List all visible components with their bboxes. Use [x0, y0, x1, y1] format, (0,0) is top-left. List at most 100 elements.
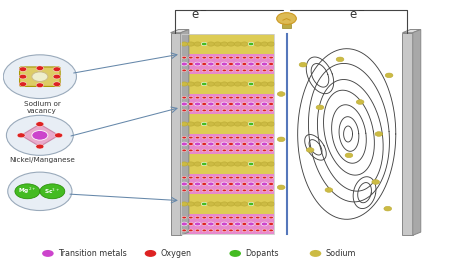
Bar — [171, 33, 181, 235]
Circle shape — [248, 62, 254, 66]
Circle shape — [277, 137, 285, 142]
Circle shape — [222, 136, 226, 139]
Circle shape — [221, 122, 228, 126]
Circle shape — [194, 202, 201, 206]
Circle shape — [242, 229, 247, 232]
Circle shape — [189, 96, 193, 99]
Circle shape — [229, 149, 233, 152]
Circle shape — [234, 162, 241, 166]
Text: Nickel/Manganese: Nickel/Manganese — [9, 158, 75, 163]
Circle shape — [269, 143, 274, 146]
Circle shape — [256, 189, 260, 192]
Circle shape — [216, 176, 220, 179]
Circle shape — [209, 189, 213, 192]
Circle shape — [242, 189, 247, 192]
Circle shape — [202, 229, 207, 232]
Circle shape — [180, 122, 188, 126]
Circle shape — [254, 202, 261, 206]
Circle shape — [248, 162, 254, 166]
Circle shape — [53, 75, 61, 79]
Circle shape — [229, 69, 233, 72]
Circle shape — [207, 82, 214, 86]
Circle shape — [262, 216, 266, 219]
Circle shape — [256, 216, 260, 219]
Circle shape — [242, 103, 247, 105]
Circle shape — [189, 136, 193, 139]
Circle shape — [255, 143, 260, 146]
Circle shape — [202, 42, 207, 46]
Circle shape — [230, 250, 241, 257]
Circle shape — [207, 162, 214, 166]
Circle shape — [189, 222, 193, 225]
Circle shape — [269, 229, 273, 232]
Circle shape — [222, 56, 226, 59]
Circle shape — [254, 122, 261, 126]
Circle shape — [262, 176, 266, 179]
Circle shape — [32, 131, 48, 140]
Circle shape — [248, 142, 254, 146]
Circle shape — [235, 56, 240, 59]
Circle shape — [249, 136, 253, 139]
Circle shape — [202, 162, 207, 166]
Circle shape — [269, 109, 273, 112]
FancyBboxPatch shape — [19, 67, 60, 86]
Circle shape — [345, 153, 353, 158]
Circle shape — [182, 136, 186, 139]
Circle shape — [229, 103, 234, 105]
Circle shape — [229, 109, 233, 112]
Bar — [181, 34, 274, 54]
Circle shape — [222, 149, 226, 152]
Circle shape — [277, 92, 285, 96]
Circle shape — [241, 162, 248, 166]
Circle shape — [208, 182, 214, 186]
Circle shape — [261, 122, 268, 126]
Circle shape — [229, 189, 233, 192]
Circle shape — [277, 13, 296, 24]
Circle shape — [221, 62, 227, 66]
Circle shape — [249, 176, 253, 179]
Bar — [181, 194, 274, 214]
Circle shape — [229, 136, 233, 139]
Circle shape — [248, 42, 254, 46]
Circle shape — [202, 176, 207, 179]
Circle shape — [242, 109, 247, 112]
Circle shape — [255, 62, 260, 65]
Circle shape — [209, 109, 213, 112]
Circle shape — [256, 56, 260, 59]
Circle shape — [261, 162, 268, 166]
Bar — [181, 34, 274, 234]
Circle shape — [269, 62, 274, 65]
Circle shape — [242, 96, 247, 99]
Circle shape — [187, 162, 194, 166]
Circle shape — [249, 69, 253, 72]
Circle shape — [194, 222, 201, 226]
Circle shape — [269, 103, 274, 105]
Circle shape — [215, 222, 220, 225]
Circle shape — [180, 162, 188, 166]
Circle shape — [216, 149, 220, 152]
Circle shape — [19, 82, 27, 86]
Circle shape — [182, 56, 186, 59]
Circle shape — [202, 96, 207, 99]
Circle shape — [234, 62, 241, 66]
Circle shape — [195, 136, 200, 139]
Polygon shape — [181, 29, 189, 235]
Circle shape — [229, 62, 234, 65]
Circle shape — [215, 103, 220, 105]
Circle shape — [227, 162, 234, 166]
Circle shape — [182, 229, 186, 232]
Circle shape — [207, 202, 214, 206]
Circle shape — [227, 42, 234, 46]
Circle shape — [222, 109, 226, 112]
Circle shape — [249, 216, 253, 219]
Circle shape — [209, 69, 213, 72]
Circle shape — [248, 122, 254, 126]
Circle shape — [181, 142, 187, 146]
Circle shape — [195, 229, 200, 232]
Circle shape — [181, 62, 187, 66]
Circle shape — [202, 202, 207, 206]
Circle shape — [194, 62, 201, 66]
Circle shape — [202, 183, 207, 185]
Circle shape — [216, 136, 220, 139]
Circle shape — [222, 69, 226, 72]
